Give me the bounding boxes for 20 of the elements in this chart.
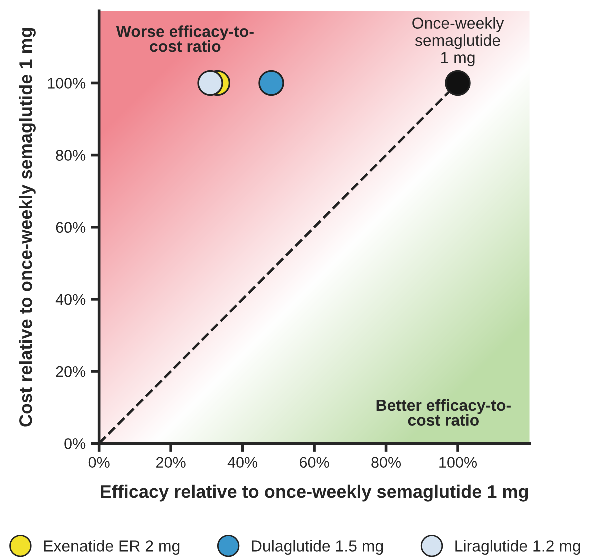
y-tick-label: 0% [64,438,86,450]
y-tick-label: 20% [56,366,86,378]
annotation: Worse efficacy-to- cost ratio [116,26,254,52]
y-axis-title: Cost relative to once-weekly semaglutide 1 mg [19,28,36,427]
legend-label: Liraglutide 1.2 mg [456,540,580,556]
x-tick-label: 80% [372,457,402,468]
y-tick-label: 40% [56,294,86,306]
x-tick-label: 60% [300,457,330,468]
annotation: Once-weekly semaglutide 1 mg [412,17,504,67]
x-tick-label: 40% [228,457,258,468]
x-axis-title: Efficacy relative to once-weekly semaglutide 1 mg [101,484,528,502]
x-tick-label: 0% [88,457,110,468]
annotation: Better efficacy-to- cost ratio [376,399,511,426]
legend-label: Dulaglutide 1.5 mg [252,540,384,556]
x-tick-label: 20% [156,457,186,468]
y-tick-label: 100% [48,78,86,89]
y-tick-label: 60% [56,222,86,234]
y-tick-label: 80% [56,150,86,161]
x-tick-label: 100% [440,457,478,468]
legend-label: Exenatide ER 2 mg [44,540,180,556]
